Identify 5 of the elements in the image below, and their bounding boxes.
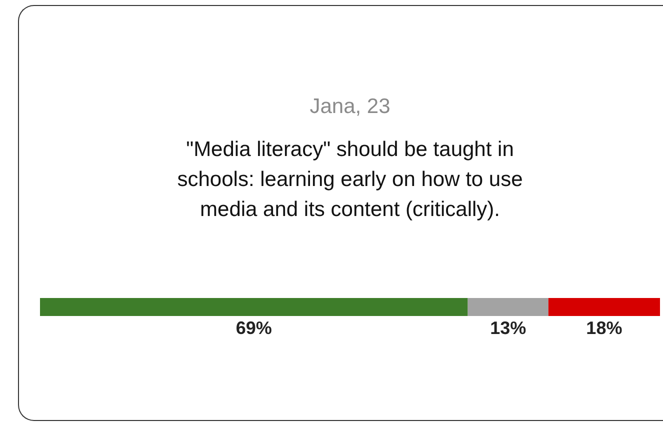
data-label: 69% (236, 318, 272, 338)
chart-subtitle: "Media literacy" should be taught in schools: learning early on how to use media and its content (critically). (177, 138, 523, 221)
data-label: 18% (586, 318, 622, 338)
data-label: 13% (490, 318, 526, 338)
chart-title: Jana, 23 (310, 95, 390, 118)
